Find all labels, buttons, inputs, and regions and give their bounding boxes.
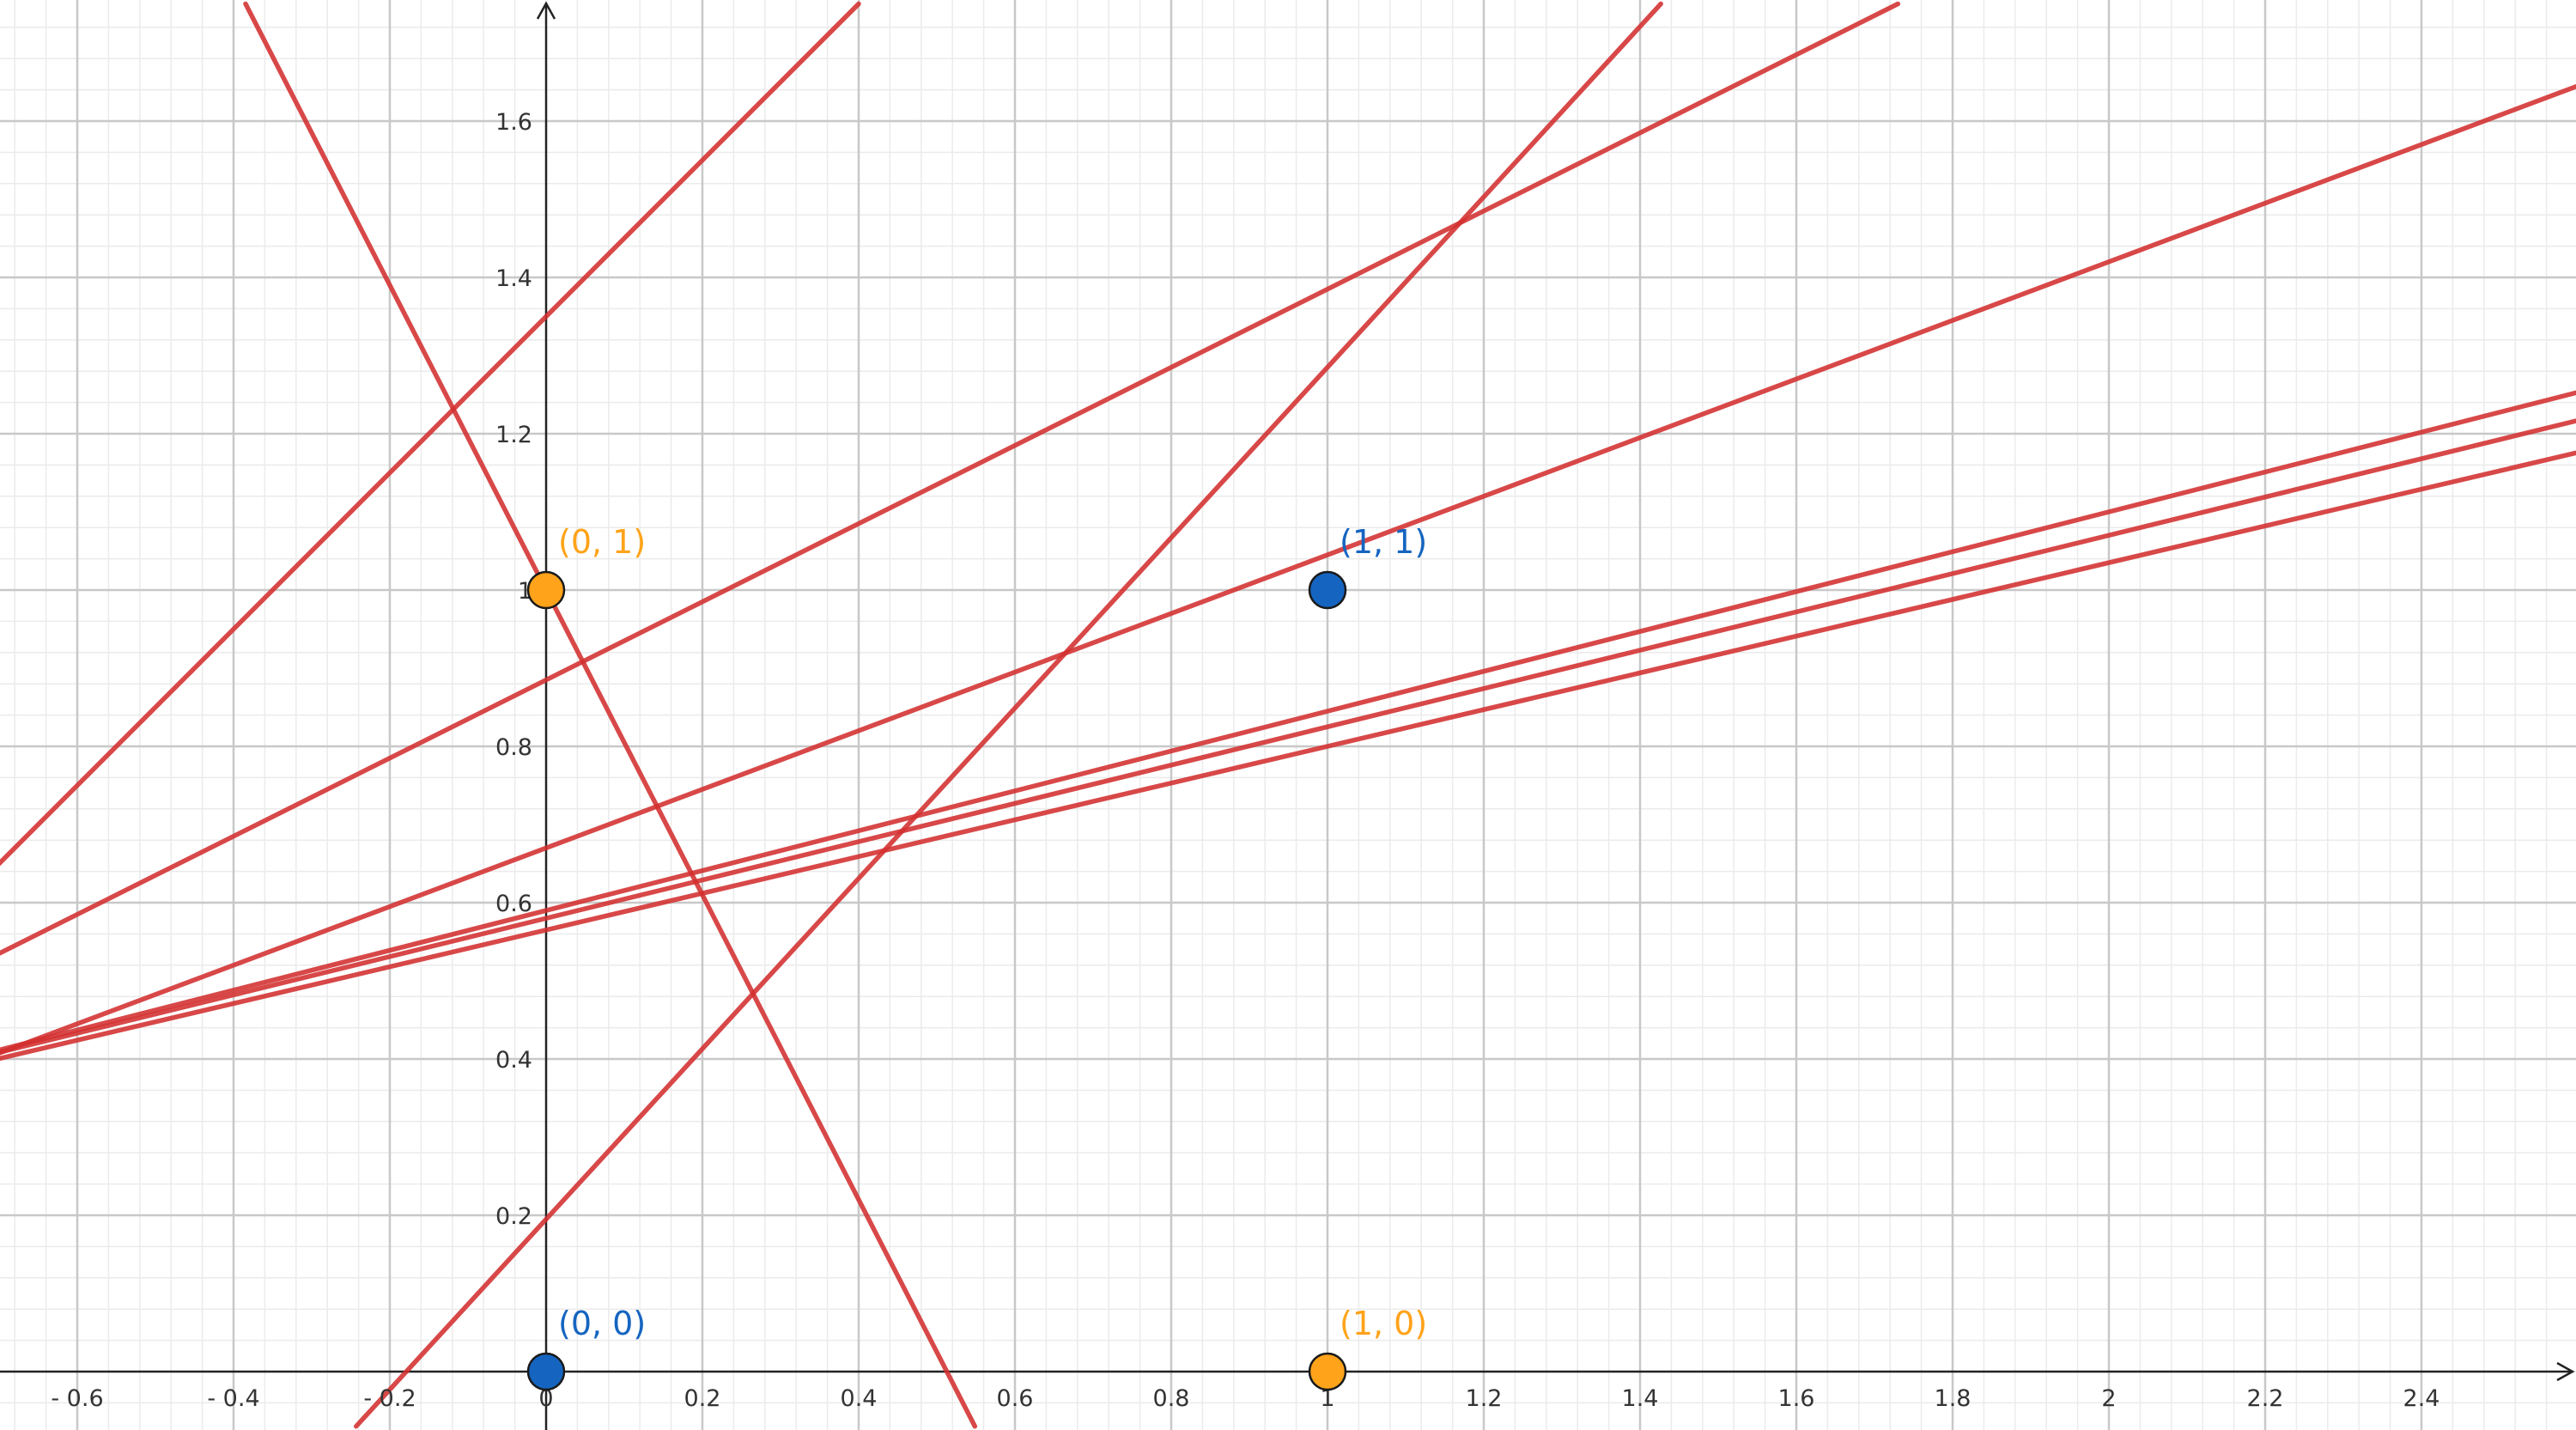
x-tick-label: 1.6 bbox=[1778, 1385, 1815, 1412]
x-tick-label: 1.8 bbox=[1935, 1385, 1971, 1412]
y-tick-label: 0.4 bbox=[495, 1047, 532, 1074]
x-tick-label: - 0.6 bbox=[51, 1385, 103, 1412]
x-tick-label: 0.2 bbox=[684, 1385, 721, 1412]
y-tick-label: 0.6 bbox=[495, 891, 532, 917]
x-tick-label: 0.4 bbox=[841, 1385, 878, 1412]
x-tick-label: 0.6 bbox=[997, 1385, 1034, 1412]
series-line-8 bbox=[0, 450, 2576, 1062]
series-line-5 bbox=[0, 83, 2576, 1056]
x-tick-label: 1.2 bbox=[1466, 1385, 1503, 1412]
x-tick-label: 2 bbox=[2101, 1385, 2116, 1412]
x-tick-label: - 0.2 bbox=[363, 1385, 416, 1412]
y-tick-label: 0.2 bbox=[495, 1203, 532, 1230]
series-line-3 bbox=[354, 1, 1663, 1429]
series-line-4 bbox=[0, 1, 1901, 956]
series-line-2 bbox=[0, 1, 861, 867]
x-axis-arrow-icon bbox=[2556, 1361, 2575, 1382]
data-point[interactable] bbox=[1308, 570, 1347, 610]
y-tick-label: 1.6 bbox=[495, 109, 532, 136]
data-point-label: (0, 0) bbox=[558, 1305, 646, 1342]
series-line-1 bbox=[243, 1, 978, 1429]
series-line-6 bbox=[0, 390, 2576, 1053]
data-point[interactable] bbox=[1308, 1352, 1347, 1391]
x-tick-label: 0.8 bbox=[1153, 1385, 1190, 1412]
x-tick-label: 2.4 bbox=[2403, 1385, 2440, 1412]
data-point[interactable] bbox=[526, 570, 566, 610]
x-tick-label: 1 bbox=[1320, 1385, 1334, 1412]
data-point-label: (0, 1) bbox=[558, 523, 646, 561]
x-tick-label: - 0.4 bbox=[207, 1385, 259, 1412]
x-tick-label: 0 bbox=[538, 1385, 553, 1412]
data-point-label: (1, 0) bbox=[1340, 1305, 1427, 1342]
y-tick-label: 1.2 bbox=[495, 422, 532, 448]
series-line-7 bbox=[0, 418, 2576, 1055]
data-point-label: (1, 1) bbox=[1340, 523, 1427, 561]
tick-labels: - 0.6 - 0.4 - 0.2 0 0.2 0.4 0.6 0.8 1 1.2 1.4 1.6 1.… bbox=[51, 109, 2439, 1412]
y-tick-label: 1.4 bbox=[495, 265, 532, 292]
y-axis-arrow-icon bbox=[536, 1, 556, 20]
data-point[interactable] bbox=[526, 1352, 566, 1391]
data-points: (0, 0) (1, 1) (0, 1) (1, 0) bbox=[526, 523, 1427, 1391]
x-tick-label: 1.4 bbox=[1622, 1385, 1659, 1412]
x-tick-label: 2.2 bbox=[2247, 1385, 2284, 1412]
y-tick-label: 0.8 bbox=[495, 734, 532, 761]
